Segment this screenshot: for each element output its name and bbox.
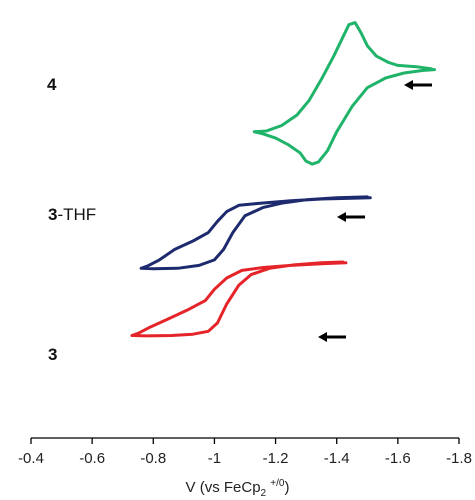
x-axis-title: V (vs FeCp2 +/0) <box>185 478 290 499</box>
x-tick-label: -1.2 <box>263 450 289 467</box>
x-tick-label: -1.8 <box>446 450 472 467</box>
scan-direction-arrow-icon <box>404 80 432 90</box>
x-tick-label: -0.8 <box>140 450 166 467</box>
x-tick-label: -1.4 <box>324 450 350 467</box>
series-label-3-thf: 3-THF <box>48 205 97 224</box>
x-tick-label: -0.6 <box>79 450 105 467</box>
x-tick-label: -1.6 <box>385 450 411 467</box>
scan-direction-arrow-icon <box>337 212 365 222</box>
x-tick-label: -1 <box>208 450 221 467</box>
cv-trace-3 <box>130 260 348 338</box>
traces-layer <box>130 21 436 338</box>
x-tick-label: -0.4 <box>18 450 44 467</box>
series-label-4: 4 <box>47 75 57 94</box>
scan-direction-arrow-icon <box>318 332 346 342</box>
cv-trace-3-thf <box>139 195 372 271</box>
series-label-3: 3 <box>48 345 58 364</box>
cv-trace-4 <box>252 21 436 166</box>
x-axis: -0.4 -0.6 -0.8 -1 -1.2 -1.4 -1.6 -1.8 <box>18 437 472 467</box>
arrows-layer <box>318 80 432 342</box>
